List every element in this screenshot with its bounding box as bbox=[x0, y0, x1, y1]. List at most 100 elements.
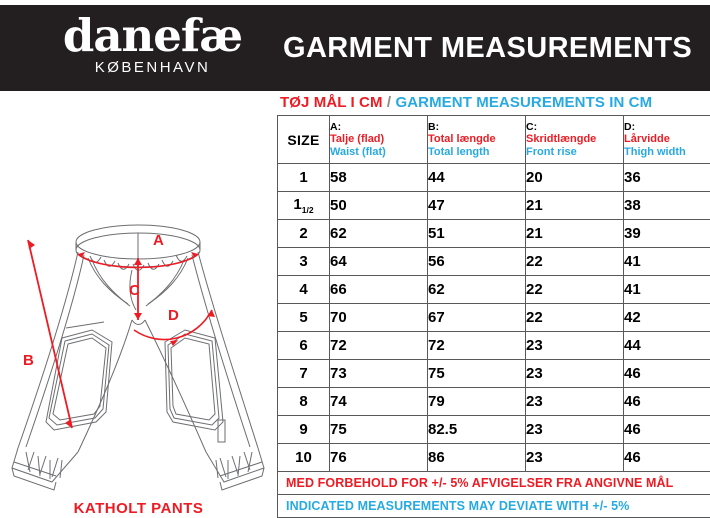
table-caption-danish: TØJ MÅL I CM bbox=[280, 94, 383, 111]
cell-size: 11/2 bbox=[278, 192, 330, 220]
cell-measurement: 41 bbox=[624, 248, 710, 276]
cell-measurement: 67 bbox=[428, 304, 526, 332]
marker-label-b: B bbox=[23, 352, 34, 369]
cell-measurement: 22 bbox=[526, 276, 624, 304]
column-c-letter: C: bbox=[526, 121, 623, 134]
cell-measurement: 22 bbox=[526, 304, 624, 332]
column-c-danish: Skridtlængde bbox=[526, 133, 623, 146]
cell-measurement: 76 bbox=[330, 444, 428, 472]
cell-size: 8 bbox=[278, 388, 330, 416]
column-d-letter: D: bbox=[624, 121, 710, 134]
cell-measurement: 38 bbox=[624, 192, 710, 220]
cell-measurement: 64 bbox=[330, 248, 428, 276]
marker-label-a: A bbox=[153, 232, 164, 249]
cell-measurement: 23 bbox=[526, 388, 624, 416]
cell-size: 4 bbox=[278, 276, 330, 304]
column-a-danish: Talje (flad) bbox=[330, 133, 427, 146]
cell-measurement: 23 bbox=[526, 416, 624, 444]
cell-measurement: 58 bbox=[330, 164, 428, 192]
cell-size: 3 bbox=[278, 248, 330, 276]
cell-measurement: 44 bbox=[428, 164, 526, 192]
cell-measurement: 36 bbox=[624, 164, 710, 192]
page-title: GARMENT MEASUREMENTS bbox=[283, 32, 692, 65]
table-caption-separator: / bbox=[387, 94, 391, 111]
cell-measurement: 42 bbox=[624, 304, 710, 332]
column-b-danish: Total længde bbox=[428, 133, 525, 146]
cell-measurement: 62 bbox=[428, 276, 526, 304]
column-d-english: Thigh width bbox=[624, 146, 710, 159]
cell-measurement: 51 bbox=[428, 220, 526, 248]
garment-technical-drawing: A B C D KATHOLT PANTS bbox=[0, 200, 277, 512]
cell-size: 5 bbox=[278, 304, 330, 332]
cell-measurement: 75 bbox=[428, 360, 526, 388]
cell-measurement: 72 bbox=[330, 332, 428, 360]
page-header-banner: danefæ KØBENHAVN GARMENT MEASUREMENTS bbox=[0, 5, 710, 88]
table-header-row: SIZE A: Talje (flad) Waist (flat) B: Tot… bbox=[278, 116, 710, 164]
table-caption: TØJ MÅL I CM / GARMENT MEASUREMENTS IN C… bbox=[277, 92, 710, 115]
cell-size: 1 bbox=[278, 164, 330, 192]
cell-measurement: 50 bbox=[330, 192, 428, 220]
column-c-english: Front rise bbox=[526, 146, 623, 159]
cell-measurement: 46 bbox=[624, 388, 710, 416]
marker-label-d: D bbox=[168, 307, 179, 324]
brand-logo-wordmark: danefæ bbox=[40, 11, 265, 61]
marker-label-c: C bbox=[129, 282, 140, 299]
column-header-d: D: Lårvidde Thigh width bbox=[624, 116, 710, 164]
cell-measurement: 70 bbox=[330, 304, 428, 332]
cell-measurement: 74 bbox=[330, 388, 428, 416]
cell-measurement: 46 bbox=[624, 444, 710, 472]
cell-measurement: 46 bbox=[624, 360, 710, 388]
cell-measurement: 79 bbox=[428, 388, 526, 416]
cell-measurement: 62 bbox=[330, 220, 428, 248]
cell-measurement: 72 bbox=[428, 332, 526, 360]
cell-measurement: 41 bbox=[624, 276, 710, 304]
cell-measurement: 56 bbox=[428, 248, 526, 276]
cell-size: 6 bbox=[278, 332, 330, 360]
cell-measurement: 39 bbox=[624, 220, 710, 248]
cell-size: 10 bbox=[278, 444, 330, 472]
cell-measurement: 21 bbox=[526, 220, 624, 248]
cell-measurement: 20 bbox=[526, 164, 624, 192]
cell-measurement: 23 bbox=[526, 332, 624, 360]
column-a-letter: A: bbox=[330, 121, 427, 134]
cell-measurement: 73 bbox=[330, 360, 428, 388]
cell-measurement: 75 bbox=[330, 416, 428, 444]
measurements-panel: TØJ MÅL I CM / GARMENT MEASUREMENTS IN C… bbox=[277, 92, 710, 518]
column-d-danish: Lårvidde bbox=[624, 133, 710, 146]
table-header: SIZE A: Talje (flad) Waist (flat) B: Tot… bbox=[278, 116, 710, 164]
cell-measurement: 86 bbox=[428, 444, 526, 472]
column-header-size: SIZE bbox=[278, 116, 330, 164]
table-caption-english: GARMENT MEASUREMENTS IN CM bbox=[395, 94, 652, 111]
cell-measurement: 23 bbox=[526, 360, 624, 388]
cell-size: 7 bbox=[278, 360, 330, 388]
cell-size: 9 bbox=[278, 416, 330, 444]
column-b-english: Total length bbox=[428, 146, 525, 159]
cell-measurement: 47 bbox=[428, 192, 526, 220]
cell-measurement: 44 bbox=[624, 332, 710, 360]
brand-logo: danefæ KØBENHAVN bbox=[40, 11, 265, 77]
cell-size: 2 bbox=[278, 220, 330, 248]
size-fraction: 1/2 bbox=[302, 205, 314, 215]
garment-name-label: KATHOLT PANTS bbox=[0, 500, 277, 517]
note-danish: MED FORBEHOLD FOR +/- 5% AFVIGELSER FRA … bbox=[277, 472, 710, 495]
column-header-b: B: Total længde Total length bbox=[428, 116, 526, 164]
column-a-english: Waist (flat) bbox=[330, 146, 427, 159]
column-header-c: C: Skridtlængde Front rise bbox=[526, 116, 624, 164]
header-divider bbox=[0, 88, 710, 91]
cell-measurement: 82.5 bbox=[428, 416, 526, 444]
note-english: INDICATED MEASUREMENTS MAY DEVIATE WITH … bbox=[277, 495, 710, 518]
garment-measurements-table: SIZE A: Talje (flad) Waist (flat) B: Tot… bbox=[277, 115, 710, 472]
cell-measurement: 23 bbox=[526, 444, 624, 472]
column-header-a: A: Talje (flad) Waist (flat) bbox=[330, 116, 428, 164]
